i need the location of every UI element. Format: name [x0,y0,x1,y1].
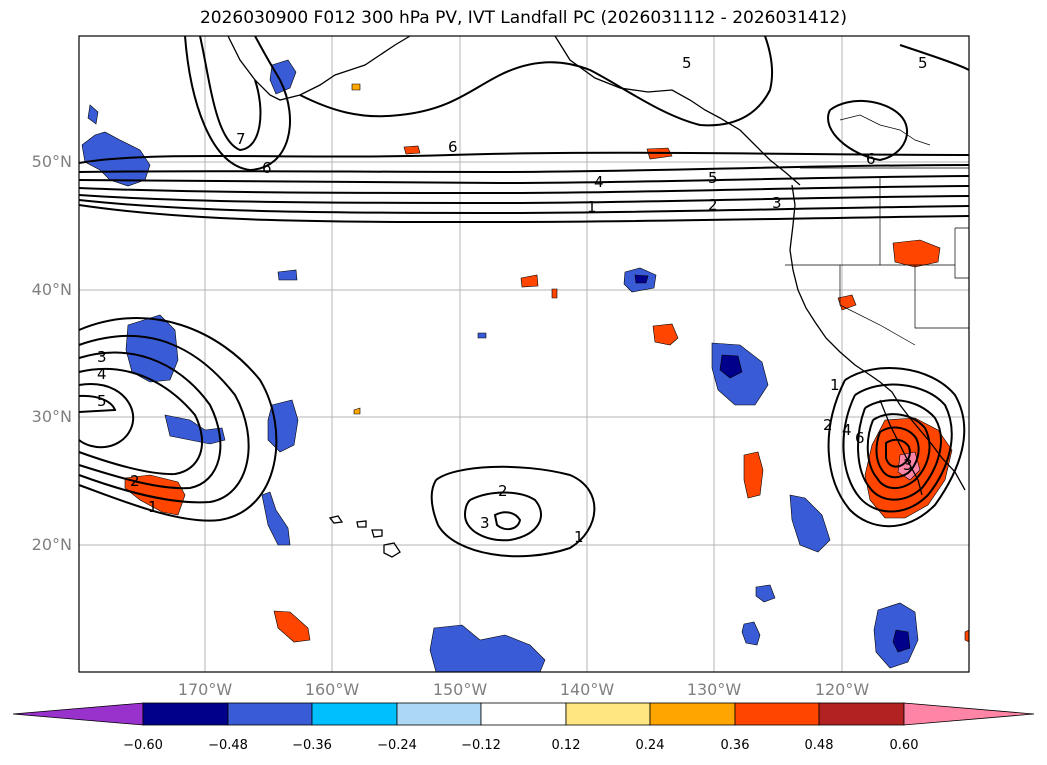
borders [785,114,969,346]
contour-label: 2 [130,472,140,490]
contour-label: 7 [236,130,246,148]
colorbar-swatch [396,702,482,726]
contour-labels-east: 1 2 4 6 3 [823,376,913,474]
contour-label: 5 [708,169,718,187]
colorbar-tick-label: 0.60 [889,738,919,753]
contour-label: 3 [903,456,913,474]
contour-label: 4 [842,421,852,439]
contour-label: 5 [918,54,928,72]
colorbar-tick-label: 0.36 [720,738,750,753]
contour-labels-west: 3 4 5 2 1 [97,348,158,516]
colorbar-tick-label: 0.12 [551,738,581,753]
colorbar-swatch [649,702,736,726]
contour-label: 5 [97,392,107,410]
chart-title: 2026030900 F012 300 hPa PV, IVT Landfall… [199,8,847,28]
colorbar-tick-label: −0.48 [208,738,248,753]
contour-label: 6 [448,138,458,156]
contour-label: 3 [97,348,107,366]
lon-label: 150°W [432,680,488,699]
colorbar-swatch [480,702,567,726]
contour-label: 6 [262,159,272,177]
colorbar-swatch [734,702,820,726]
contour-labels-center: 2 3 1 [480,482,584,546]
contour-label: 6 [855,429,865,447]
contour-label: 4 [97,365,107,383]
lon-label: 130°W [686,680,742,699]
contour-label: 2 [708,196,718,214]
contour-label: 1 [587,198,597,216]
colorbar [12,702,1035,726]
contour-label: 6 [866,150,876,168]
contour-label: 2 [823,416,833,434]
lon-label: 170°W [177,680,233,699]
contour-label: 5 [682,54,692,72]
contour-labels-north: 7 6 6 4 5 1 2 3 6 5 5 [236,54,928,216]
map-frame [78,35,970,673]
lat-label: 40°N [31,280,72,299]
colorbar-over-arrow [903,702,1035,726]
lon-label: 160°W [304,680,360,699]
colorbar-tick-label: −0.60 [123,738,163,753]
contour-label: 1 [574,528,584,546]
colorbar-swatch [227,702,313,726]
contour-label: 3 [772,194,782,212]
colorbar-swatch [818,702,905,726]
lon-label: 140°W [559,680,615,699]
lat-label: 50°N [31,152,72,171]
contour-label: 4 [594,173,604,191]
ivt-contours [78,35,970,558]
lat-label: 20°N [31,535,72,554]
colorbar-tick-label: −0.12 [461,738,501,753]
colorbar-tick-label: −0.24 [377,738,417,753]
colorbar-swatch [565,702,651,726]
contour-label: 1 [830,376,840,394]
colorbar-under-arrow [12,702,144,726]
contour-label: 2 [498,482,508,500]
lat-label: 30°N [31,407,72,426]
contour-label: 3 [480,514,490,532]
colorbar-tick-label: 0.24 [635,738,665,753]
contour-label: 1 [148,498,158,516]
colorbar-tick-label: 0.48 [804,738,834,753]
colorbar-swatch [311,702,398,726]
colorbar-swatch [142,702,229,726]
lon-label: 120°W [814,680,870,699]
colorbar-tick-label: −0.36 [292,738,332,753]
